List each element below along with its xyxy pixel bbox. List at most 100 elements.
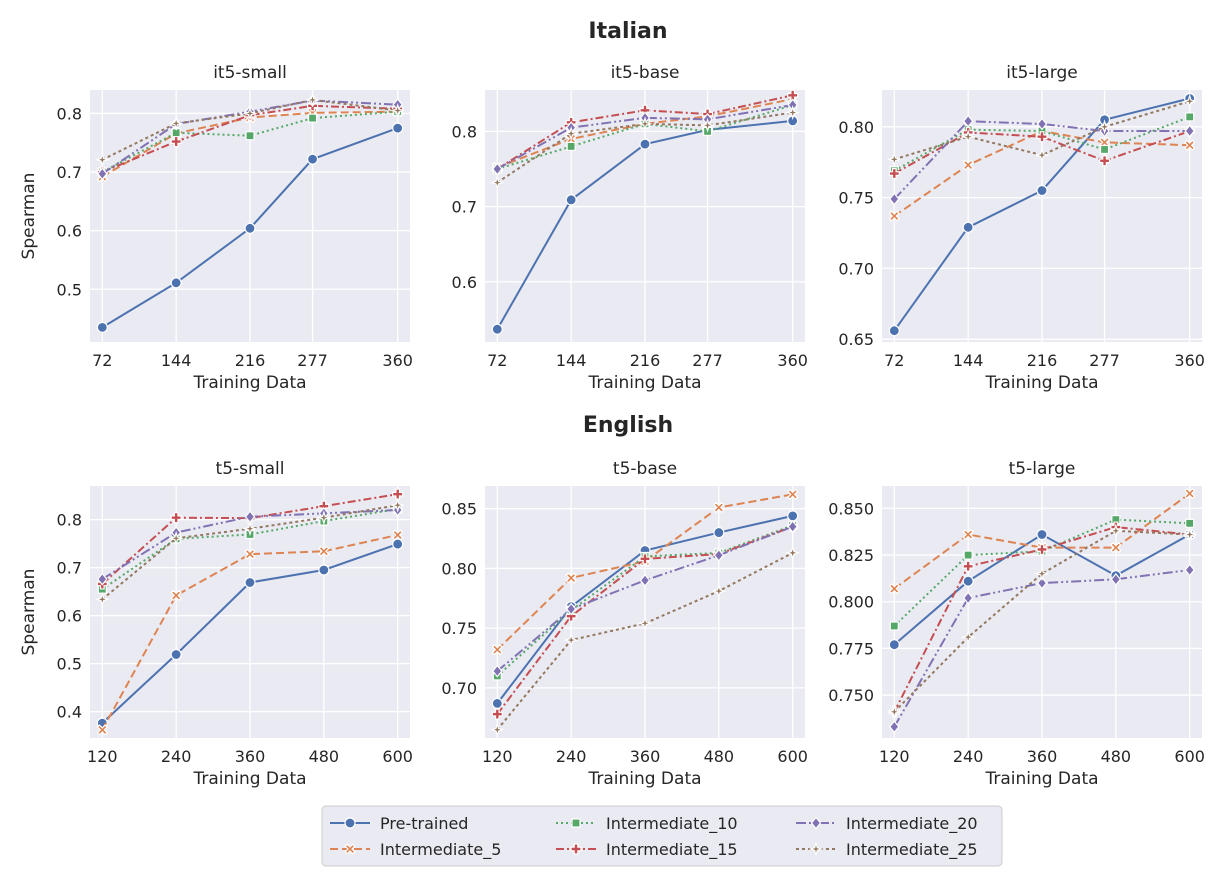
data-point bbox=[1184, 139, 1196, 151]
data-point bbox=[1110, 541, 1122, 554]
data-point bbox=[1182, 93, 1198, 109]
data-point bbox=[639, 573, 651, 587]
y-axis-label: Spearman bbox=[19, 173, 39, 260]
series-Intermediate_25 bbox=[886, 93, 1198, 167]
x-tick-label: 277 bbox=[297, 351, 328, 370]
x-tick-label: 120 bbox=[87, 747, 118, 766]
data-point bbox=[889, 621, 899, 631]
data-point bbox=[639, 553, 651, 565]
legend-marker bbox=[344, 843, 356, 855]
x-tick-label: 277 bbox=[692, 351, 723, 370]
data-point bbox=[96, 321, 108, 333]
data-point bbox=[713, 548, 725, 562]
x-axis-label: Training Data bbox=[192, 769, 306, 789]
series-Intermediate_5 bbox=[96, 529, 404, 736]
legend-marker bbox=[344, 817, 356, 829]
y-tick-label: 0.70 bbox=[838, 259, 874, 278]
data-point bbox=[785, 105, 801, 121]
data-point bbox=[1036, 184, 1048, 197]
data-point bbox=[1182, 527, 1198, 543]
legend: Pre-trained Intermediate_5 Intermediate_10… bbox=[321, 805, 1003, 867]
data-point bbox=[711, 583, 727, 599]
series-Intermediate_25 bbox=[489, 105, 801, 191]
legend-label: Intermediate_15 bbox=[606, 840, 738, 860]
data-point bbox=[170, 648, 182, 661]
series-Intermediate_25 bbox=[489, 545, 801, 738]
series-Intermediate_25 bbox=[886, 523, 1198, 720]
y-tick-label: 0.5 bbox=[57, 655, 82, 674]
data-point bbox=[390, 102, 406, 119]
legend-label: Pre-trained bbox=[380, 814, 468, 833]
data-point bbox=[168, 530, 184, 546]
data-point bbox=[886, 704, 902, 720]
data-point bbox=[94, 591, 110, 607]
data-point bbox=[888, 639, 900, 651]
group-title-italian: Italian bbox=[588, 19, 667, 44]
x-axis-label: Training Data bbox=[587, 373, 701, 393]
data-point bbox=[787, 520, 798, 534]
x-tick-label: 600 bbox=[777, 747, 808, 766]
data-point bbox=[244, 548, 256, 560]
data-point bbox=[170, 277, 182, 289]
y-tick-label: 0.800 bbox=[828, 593, 874, 612]
x-axis-label: Training Data bbox=[192, 373, 306, 393]
data-point bbox=[491, 643, 503, 656]
data-point bbox=[713, 501, 725, 514]
series-line bbox=[101, 110, 398, 173]
series-line bbox=[496, 98, 793, 169]
x-tick-label: 144 bbox=[953, 351, 984, 370]
data-point bbox=[306, 153, 319, 165]
data-point bbox=[242, 521, 258, 537]
data-point bbox=[962, 159, 974, 171]
x-tick-label: 240 bbox=[556, 747, 587, 766]
x-tick-label: 240 bbox=[953, 747, 984, 766]
series-Intermediate_25 bbox=[94, 92, 406, 168]
data-point bbox=[565, 194, 577, 206]
data-point bbox=[1184, 124, 1195, 138]
x-tick-label: 480 bbox=[309, 747, 340, 766]
x-tick-label: 360 bbox=[630, 747, 661, 766]
x-tick-label: 216 bbox=[630, 351, 661, 370]
chart-panels: 0.5 0.6 0.7 0.8 72 144 216 277 360 it5-small Train… bbox=[19, 63, 1205, 789]
chart-title: t5-large bbox=[1009, 459, 1076, 479]
data-point bbox=[97, 167, 108, 181]
chart-title: t5-base bbox=[613, 459, 677, 479]
data-point bbox=[1034, 147, 1050, 163]
y-tick-label: 0.80 bbox=[441, 559, 477, 578]
data-point bbox=[1036, 528, 1048, 541]
y-axis-label: Spearman bbox=[19, 569, 39, 656]
series-line bbox=[101, 533, 398, 731]
chart-title: it5-small bbox=[213, 63, 287, 83]
chart-t5-large: 0.750 0.775 0.800 0.825 0.850 120 240 360 480 600… bbox=[828, 459, 1205, 789]
data-point bbox=[489, 174, 505, 191]
data-point bbox=[889, 192, 900, 206]
legend-entry-Intermediate_25: Intermediate_25 bbox=[796, 840, 978, 860]
series-Intermediate_20 bbox=[492, 520, 798, 678]
legend-entry-Intermediate_10: Intermediate_10 bbox=[556, 814, 738, 834]
y-tick-label: 0.85 bbox=[441, 500, 477, 519]
y-tick-label: 0.7 bbox=[452, 198, 477, 217]
chart-title: t5-small bbox=[216, 459, 285, 479]
chart-title: it5-base bbox=[611, 63, 680, 83]
legend-marker bbox=[571, 818, 581, 828]
x-tick-label: 120 bbox=[879, 747, 910, 766]
data-point bbox=[392, 529, 404, 541]
legend-box bbox=[321, 805, 1003, 867]
legend-label: Intermediate_20 bbox=[846, 814, 978, 834]
data-point bbox=[960, 629, 976, 645]
legend-marker bbox=[810, 816, 822, 830]
data-point bbox=[1108, 523, 1124, 539]
data-point bbox=[491, 708, 503, 720]
data-point bbox=[96, 724, 108, 736]
chart-t5-base: 0.70 0.75 0.80 0.85 120 240 360 480 600 t5-base Tr… bbox=[441, 459, 808, 789]
data-point bbox=[392, 122, 404, 134]
x-axis-label: Training Data bbox=[587, 769, 701, 789]
data-point bbox=[565, 610, 577, 622]
series-Intermediate_5 bbox=[491, 488, 799, 656]
x-tick-label: 216 bbox=[1027, 351, 1058, 370]
chart-it5-small: 0.5 0.6 0.7 0.8 72 144 216 277 360 it5-small Train… bbox=[19, 63, 413, 393]
data-point bbox=[962, 114, 974, 128]
data-point bbox=[888, 325, 900, 337]
y-tick-label: 0.70 bbox=[441, 679, 477, 698]
